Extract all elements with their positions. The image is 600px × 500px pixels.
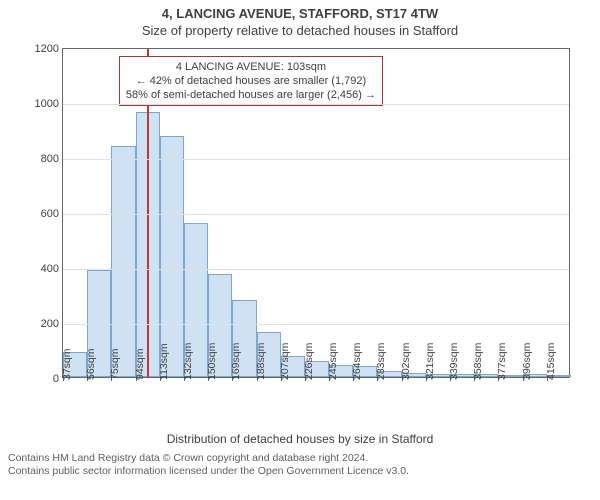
gridline [63, 214, 569, 215]
gridline [63, 269, 569, 270]
x-tick-label: 264sqm [351, 343, 363, 380]
plot-area: 4 LANCING AVENUE: 103sqm ← 42% of detach… [62, 48, 570, 378]
x-tick-label: 169sqm [230, 343, 242, 380]
x-tick-label: 207sqm [279, 343, 291, 380]
gridline [63, 324, 569, 325]
chart-container: Number of detached properties 4 LANCING … [0, 42, 600, 448]
x-tick-label: 113sqm [158, 343, 170, 380]
page-subtitle: Size of property relative to detached ho… [0, 21, 600, 42]
x-tick-label: 150sqm [206, 343, 218, 380]
x-tick-label: 321sqm [424, 343, 436, 380]
x-tick-label: 377sqm [496, 343, 508, 380]
x-tick-label: 396sqm [521, 343, 533, 380]
annotation-line3: 58% of semi-detached houses are larger (… [126, 88, 376, 102]
y-tick-label: 200 [41, 318, 63, 330]
x-tick-label: 56sqm [85, 348, 97, 380]
x-tick-label: 94sqm [134, 348, 146, 380]
x-tick-label: 302sqm [400, 343, 412, 380]
histogram-bar [111, 146, 135, 377]
annotation-box: 4 LANCING AVENUE: 103sqm ← 42% of detach… [119, 56, 383, 107]
x-tick-label: 37sqm [61, 348, 73, 380]
annotation-line2: ← 42% of detached houses are smaller (1,… [126, 74, 376, 88]
footer: Contains HM Land Registry data © Crown c… [0, 448, 600, 478]
x-tick-label: 415sqm [545, 343, 557, 380]
x-tick-label: 339sqm [448, 343, 460, 380]
footer-line1: Contains HM Land Registry data © Crown c… [8, 452, 592, 465]
x-tick-label: 75sqm [109, 348, 121, 380]
x-tick-label: 245sqm [327, 343, 339, 380]
y-tick-label: 1200 [35, 43, 63, 55]
x-tick-label: 188sqm [255, 343, 267, 380]
y-tick-label: 400 [41, 263, 63, 275]
x-tick-label: 226sqm [303, 343, 315, 380]
x-axis-label: Distribution of detached houses by size … [0, 432, 600, 446]
footer-line2: Contains public sector information licen… [8, 465, 592, 478]
y-tick-label: 600 [41, 208, 63, 220]
gridline [63, 159, 569, 160]
annotation-line1: 4 LANCING AVENUE: 103sqm [126, 60, 376, 74]
x-tick-label: 132sqm [182, 343, 194, 380]
y-tick-label: 1000 [35, 98, 63, 110]
x-tick-label: 283sqm [375, 343, 387, 380]
y-tick-label: 800 [41, 153, 63, 165]
histogram-bar [160, 136, 184, 377]
page-title: 4, LANCING AVENUE, STAFFORD, ST17 4TW [0, 0, 600, 21]
x-tick-label: 358sqm [472, 343, 484, 380]
gridline [63, 104, 569, 105]
